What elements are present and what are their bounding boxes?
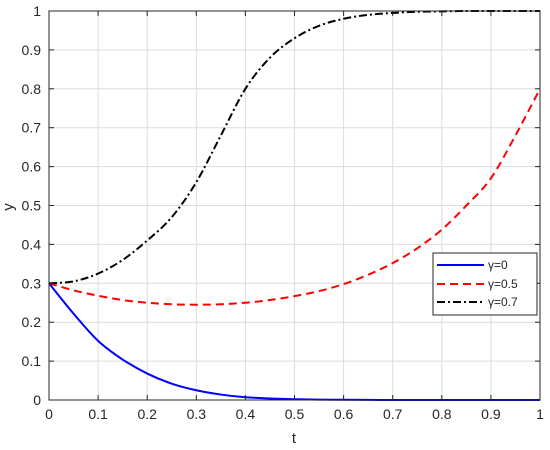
y-tick-label: 0 [33, 392, 41, 408]
x-tick-label: 0.1 [88, 406, 108, 422]
y-tick-label: 0.9 [22, 42, 42, 58]
x-tick-label: 0.9 [481, 406, 501, 422]
y-tick-label: 0.2 [22, 314, 42, 330]
x-tick-label: 0.2 [137, 406, 157, 422]
legend-label-gamma-0-5: γ=0.5 [488, 277, 518, 291]
legend-label-gamma-0: γ=0 [488, 258, 508, 272]
y-tick-label: 1 [33, 3, 41, 19]
y-tick-label: 0.3 [22, 275, 42, 291]
x-tick-label: 0.6 [334, 406, 354, 422]
x-tick-label: 0.5 [285, 406, 305, 422]
x-tick-label: 0.8 [432, 406, 452, 422]
x-tick-label: 0.7 [383, 406, 403, 422]
x-tick-label: 0.4 [236, 406, 256, 422]
x-tick-label: 1 [536, 406, 544, 422]
series-line-1 [48, 88, 541, 306]
y-tick-label: 0.5 [22, 198, 42, 214]
legend: γ=0 γ=0.5 γ=0.7 [432, 252, 538, 316]
x-tick-label: 0.3 [187, 406, 207, 422]
x-axis-label: t [292, 430, 297, 447]
y-axis-label: y [0, 203, 17, 211]
y-tick-label: 0.6 [22, 159, 42, 175]
legend-label-gamma-0-7: γ=0.7 [488, 295, 518, 309]
y-tick-label: 0.7 [22, 120, 42, 136]
legend-box [432, 252, 538, 316]
y-tick-label: 0.1 [22, 353, 42, 369]
y-tick-label: 0.4 [22, 236, 42, 252]
axis-ticks: 0 0.1 0.2 0.3 0.4 0.5 0.6 0.7 0.8 0.9 1 0 0.1 0.2 0.3 0… [22, 3, 545, 422]
x-tick-label: 0 [45, 406, 53, 422]
y-tick-label: 0.8 [22, 81, 42, 97]
